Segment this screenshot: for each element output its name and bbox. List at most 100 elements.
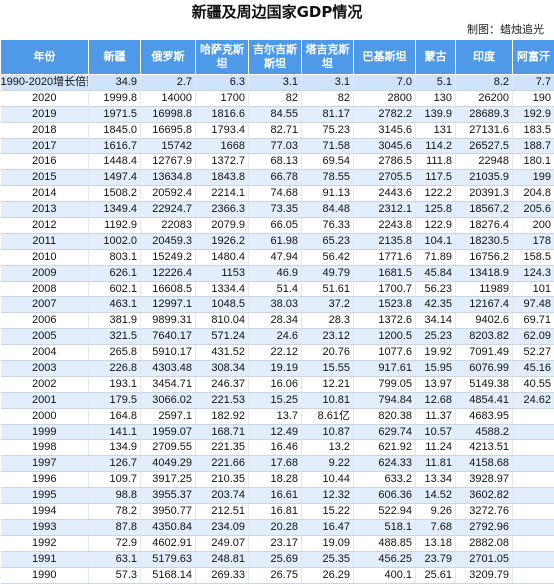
value-cell: 19.92 (416, 345, 456, 361)
value-cell: 1448.4 (89, 154, 141, 170)
value-cell: 16.47 (302, 519, 354, 535)
value-cell: 629.74 (354, 424, 416, 440)
value-cell: 23.17 (249, 535, 302, 551)
column-header: 新疆 (89, 40, 141, 75)
column-header: 阿富汗 (513, 40, 554, 75)
value-cell: 77.03 (249, 138, 302, 154)
value-cell (513, 551, 554, 567)
value-cell: 4158.68 (456, 456, 513, 472)
value-cell: 12767.9 (141, 154, 196, 170)
value-cell: 2597.1 (141, 408, 196, 424)
value-cell: 26.75 (249, 567, 302, 583)
value-cell: 126.7 (89, 456, 141, 472)
value-cell: 47.94 (249, 249, 302, 265)
year-cell: 2013 (1, 202, 89, 218)
value-cell: 28689.3 (456, 106, 513, 122)
value-cell: 27131.6 (456, 122, 513, 138)
value-cell: 17.68 (249, 456, 302, 472)
value-cell: 179.5 (89, 392, 141, 408)
value-cell: 1048.5 (196, 297, 249, 313)
year-cell: 2009 (1, 265, 89, 281)
value-cell: 8.61亿 (302, 408, 354, 424)
value-cell: 63.1 (89, 551, 141, 567)
value-cell: 12.21 (302, 376, 354, 392)
value-cell: 820.38 (354, 408, 416, 424)
value-cell: 269.33 (196, 567, 249, 583)
value-cell: 18567.2 (456, 202, 513, 218)
value-cell: 13634.8 (141, 170, 196, 186)
value-cell (513, 535, 554, 551)
value-cell: 606.36 (354, 488, 416, 504)
value-cell: 19.09 (302, 535, 354, 551)
year-cell: 2012 (1, 218, 89, 234)
value-cell: 488.85 (354, 535, 416, 551)
value-cell: 131 (416, 122, 456, 138)
value-cell: 13.18 (416, 535, 456, 551)
value-cell: 5149.38 (456, 376, 513, 392)
value-cell: 11989 (456, 281, 513, 297)
value-cell: 1349.4 (89, 202, 141, 218)
value-cell: 7640.17 (141, 329, 196, 345)
value-cell: 42.35 (416, 297, 456, 313)
value-cell: 51.61 (302, 281, 354, 297)
value-cell: 18230.5 (456, 233, 513, 249)
value-cell: 23.12 (302, 329, 354, 345)
value-cell: 12167.4 (456, 297, 513, 313)
value-cell: 87.8 (89, 519, 141, 535)
value-cell: 799.05 (354, 376, 416, 392)
value-cell: 24.6 (249, 329, 302, 345)
value-cell: 37.2 (302, 297, 354, 313)
value-cell: 917.61 (354, 361, 416, 377)
value-cell: 456.25 (354, 551, 416, 567)
value-cell: 8203.82 (456, 329, 513, 345)
year-cell: 1998 (1, 440, 89, 456)
value-cell: 5910.17 (141, 345, 196, 361)
value-cell: 1002.0 (89, 233, 141, 249)
value-cell: 97.48 (513, 297, 554, 313)
value-cell: 84.48 (302, 202, 354, 218)
value-cell: 16998.8 (141, 106, 196, 122)
value-cell: 12.32 (302, 488, 354, 504)
value-cell: 16.46 (249, 440, 302, 456)
value-cell: 205.6 (513, 202, 554, 218)
year-cell: 2008 (1, 281, 89, 297)
value-cell: 381.9 (89, 313, 141, 329)
value-cell: 200 (513, 218, 554, 234)
value-cell: 4350.84 (141, 519, 196, 535)
value-cell: 1480.4 (196, 249, 249, 265)
value-cell: 192.9 (513, 106, 554, 122)
value-cell: 1508.2 (89, 186, 141, 202)
value-cell: 26527.5 (456, 138, 513, 154)
value-cell: 23.79 (416, 551, 456, 567)
year-cell: 1991 (1, 551, 89, 567)
value-cell: 46.9 (249, 265, 302, 281)
value-cell: 18.28 (249, 472, 302, 488)
value-cell: 2705.5 (354, 170, 416, 186)
value-cell: 2366.3 (196, 202, 249, 218)
gdp-table: 年份新疆俄罗斯哈萨克斯坦吉尔吉斯斯坦塔吉克斯坦巴基斯坦蒙古印度阿富汗 1990-… (0, 39, 554, 584)
value-cell: 62.09 (513, 329, 554, 345)
value-cell: 5179.63 (141, 551, 196, 567)
value-cell: 7.68 (416, 519, 456, 535)
value-cell: 13.97 (416, 376, 456, 392)
value-cell (513, 519, 554, 535)
value-cell: 2214.1 (196, 186, 249, 202)
column-header: 哈萨克斯坦 (196, 40, 249, 75)
value-cell: 10.57 (416, 424, 456, 440)
value-cell: 24.62 (513, 392, 554, 408)
value-cell: 22083 (141, 218, 196, 234)
value-cell (513, 567, 554, 583)
value-cell: 180.1 (513, 154, 554, 170)
value-cell: 11.37 (416, 408, 456, 424)
value-cell: 522.94 (354, 504, 416, 520)
value-cell: 10.87 (302, 424, 354, 440)
value-cell: 15249.2 (141, 249, 196, 265)
value-cell: 28.34 (249, 313, 302, 329)
